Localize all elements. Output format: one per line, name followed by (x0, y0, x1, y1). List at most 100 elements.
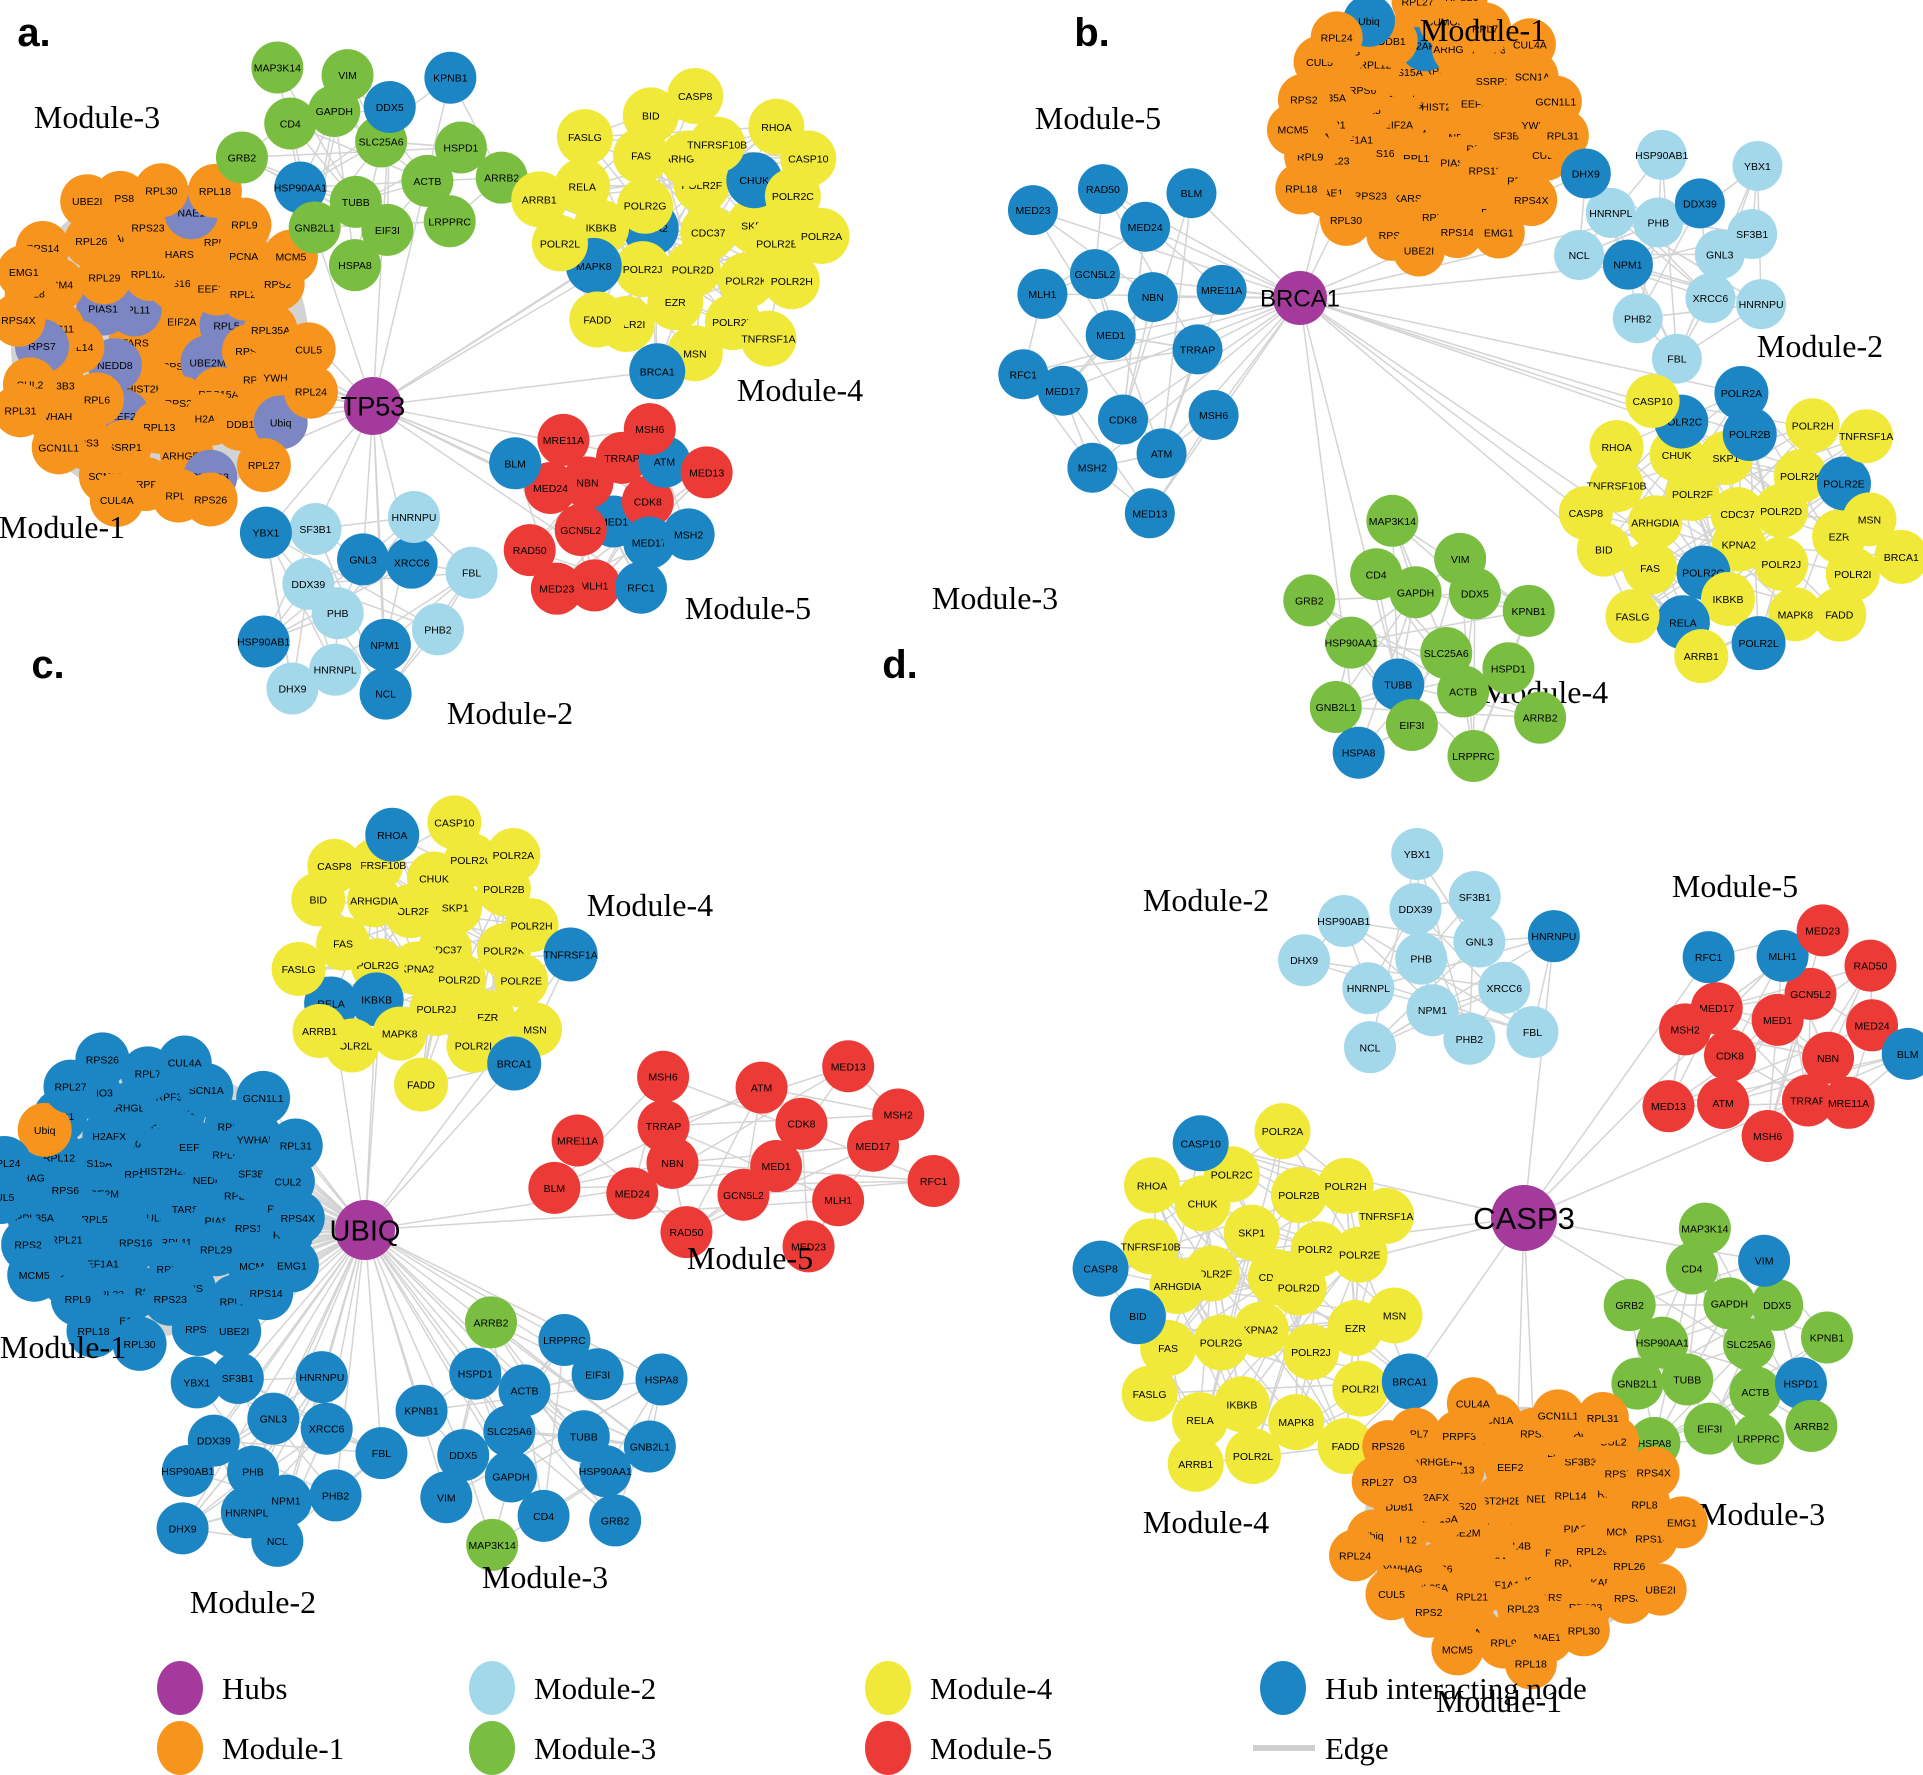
hub-edge (372, 265, 595, 407)
node-VIM (420, 1471, 473, 1524)
node-label-MCM5: MCM5 (275, 252, 306, 264)
node-ARRB2 (1785, 1399, 1838, 1452)
hub-node-UBIQ (335, 1200, 395, 1260)
node-label-RAD50: RAD50 (513, 545, 547, 557)
node-label-MSH2: MSH2 (1078, 463, 1107, 475)
module-label-d-m4: Module-4 (1143, 1504, 1269, 1540)
panel-a-module-1: CUL4BRPS13TARSEIF2AHIST2H2BERPL11UBE2MNE… (0, 163, 338, 527)
node-label-RPS4X: RPS4X (1636, 1467, 1670, 1479)
node-label-EMG1: EMG1 (1484, 227, 1514, 239)
node-CDK8 (621, 475, 674, 528)
node-label-GCN1L1: GCN1L1 (1538, 1410, 1579, 1422)
node-label-NEDD8: NEDD8 (97, 360, 133, 372)
node-label-POLR2E: POLR2E (1339, 1250, 1380, 1262)
node-label-LRPPRC: LRPPRC (1737, 1434, 1780, 1446)
node-SF3B1 (211, 1352, 264, 1405)
node-label-MED13: MED13 (689, 467, 724, 479)
node-label-MED1: MED1 (1096, 330, 1125, 342)
node-TNFRSF1A (1358, 1187, 1415, 1244)
node-label-ACTB: ACTB (511, 1385, 539, 1397)
node-RAD50 (660, 1206, 713, 1259)
node-label-GCN1L1: GCN1L1 (243, 1093, 284, 1105)
node-label-RPL5: RPL5 (81, 1214, 107, 1226)
node-ARRB2 (464, 1296, 517, 1349)
node-label-MLH1: MLH1 (580, 580, 608, 592)
node-label-SSRP1: SSRP1 (1476, 76, 1511, 88)
node-RHOA (1124, 1157, 1181, 1214)
node-MED24 (1120, 201, 1171, 252)
node-label-RPL9: RPL9 (65, 1294, 91, 1306)
node-RPL31 (1536, 109, 1589, 162)
node-VIM (321, 49, 374, 102)
node-label-GNB2L1: GNB2L1 (1617, 1379, 1657, 1391)
node-label-SF3B1: SF3B1 (299, 524, 331, 536)
node-label-RPL5: RPL5 (213, 320, 239, 332)
node-label-MAPK8: MAPK8 (576, 261, 612, 273)
node-LRPPRC (1447, 729, 1500, 782)
node-GRB2 (1283, 574, 1336, 627)
node-label-POLR2E: POLR2E (712, 317, 753, 329)
node-label-POLR2F: POLR2F (390, 906, 431, 918)
node-label-RPL31: RPL31 (4, 405, 36, 417)
node-MSH2 (1067, 442, 1118, 493)
node-label-POLR2J: POLR2J (1761, 559, 1801, 571)
panel-b-module-4: CDC37KPNA2POLR2FPOLR2DPOLR2GSKP1POLR2JAR… (1558, 365, 1923, 684)
node-label-CUL4A: CUL4A (1456, 1398, 1490, 1410)
node-label-SF3B1: SF3B1 (1736, 229, 1768, 241)
node-label-Ubiq: Ubiq (34, 1125, 56, 1137)
node-label-ARRB2: ARRB2 (1523, 713, 1558, 725)
node-label-FASLG: FASLG (1133, 1389, 1167, 1401)
panel-b-module-2: PHB GNL3 NPM1 DDX39 XRCC6 HNRNPL SF3B1 PHB2 HSP9… (1554, 129, 1787, 384)
node-label-POLR2G: POLR2G (357, 960, 400, 972)
node-label-POLR2L: POLR2L (540, 238, 580, 250)
node-RPS4X (0, 292, 46, 347)
node-label-ARRB1: ARRB1 (302, 1026, 337, 1038)
node-NBN (1127, 272, 1178, 323)
edge (308, 571, 472, 585)
node-label-DDX39: DDX39 (291, 579, 325, 591)
node-label-MSN: MSN (523, 1024, 546, 1036)
node-label-FBL: FBL (372, 1448, 391, 1460)
node-RPL18 (66, 1303, 121, 1358)
node-GAPDH (1703, 1277, 1756, 1330)
hub-edge (1023, 297, 1301, 375)
node-DDX5 (363, 81, 416, 134)
node-BID (1109, 1288, 1166, 1345)
node-label-ACTB: ACTB (1741, 1387, 1769, 1399)
node-label-EZR: EZR (665, 297, 686, 309)
node-label-PHB: PHB (1410, 954, 1432, 966)
node-HNRNPU (295, 1351, 348, 1404)
node-EMG1 (0, 245, 51, 300)
edge (1616, 446, 1796, 615)
edge (241, 146, 461, 159)
node-label-DHX9: DHX9 (1572, 168, 1600, 180)
node-label-MAP3K14: MAP3K14 (469, 1540, 516, 1552)
node-CD4 (264, 97, 317, 150)
node-label-NPM1: NPM1 (1613, 260, 1642, 272)
node-label-DDX5: DDX5 (1763, 1300, 1791, 1312)
node-KPNB1 (395, 1384, 448, 1437)
node-label-POLR2J: POLR2J (623, 264, 663, 276)
node-label-EIF2A: EIF2A (1384, 119, 1413, 131)
node-PHB (1633, 197, 1684, 248)
node-EZR (647, 274, 704, 331)
node-label-SSRP1: SSRP1 (107, 442, 142, 454)
node-label-FAS: FAS (1158, 1343, 1178, 1355)
node-label-GRB2: GRB2 (228, 152, 257, 164)
node-label-RPL24: RPL24 (1321, 32, 1353, 44)
node-label-RFC1: RFC1 (920, 1176, 948, 1188)
node-label-ATM: ATM (1712, 1098, 1733, 1110)
node-label-CDK8: CDK8 (787, 1119, 815, 1131)
node-label-RFC1: RFC1 (1010, 369, 1038, 381)
module-label-d-m3: Module-3 (1699, 1496, 1825, 1532)
node-label-GNL3: GNL3 (260, 1414, 288, 1426)
node-label-GNL3: GNL3 (1706, 249, 1734, 261)
node-label-ARRB2: ARRB2 (473, 1317, 508, 1329)
node-label-LRPPRC: LRPPRC (543, 1335, 586, 1347)
node-label-POLR2I: POLR2I (1834, 569, 1871, 581)
node-GCN5L2 (717, 1168, 770, 1221)
node-label-MSN: MSN (1858, 514, 1881, 526)
node-GCN5L2 (1784, 967, 1837, 1020)
node-label-HSP90AB1: HSP90AB1 (1635, 150, 1688, 162)
node-RPS26 (1435, 0, 1488, 24)
